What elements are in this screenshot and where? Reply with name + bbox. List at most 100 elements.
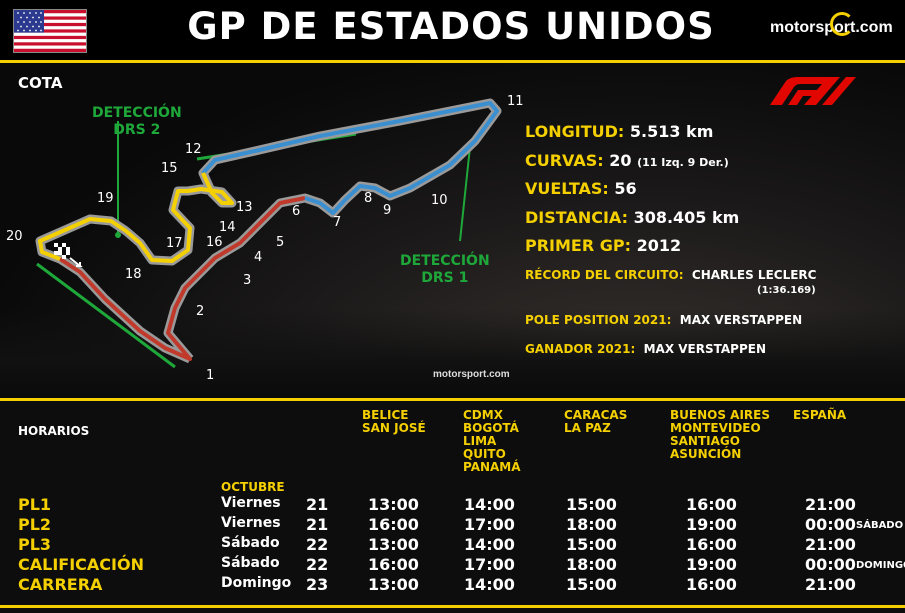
f1-logo-icon (770, 77, 856, 105)
info-value: CHARLES LECLERC (691, 268, 817, 282)
turn-label: 11 (507, 94, 524, 109)
session-date: 22 (306, 535, 329, 554)
time-cell: 13:00 (368, 575, 419, 594)
info-value: 20 (609, 151, 632, 170)
turn-label: 19 (97, 191, 114, 206)
session-name: PL1 (18, 495, 52, 514)
session-date: 23 (306, 575, 329, 594)
turn-label: 17 (166, 236, 183, 251)
info-value: 2012 (636, 236, 682, 255)
turn-label: 15 (161, 161, 178, 176)
table-row: CALIFICACIÓN Sábado 22 16:00 17:00 18:00… (0, 555, 905, 575)
checkered-flag-icon (54, 243, 70, 259)
turn-label: 8 (364, 191, 373, 206)
us-flag-icon (13, 9, 87, 53)
drs1-label: DETECCIÓN DRS 1 (400, 253, 490, 287)
turn-label: 7 (333, 215, 342, 230)
column-header: CARACAS LA PAZ (564, 408, 628, 435)
motorsport-logo: motorsport.com (770, 12, 893, 37)
info-pole: POLE POSITION 2021: MAX VERSTAPPEN (525, 313, 802, 327)
session-day: Viernes (221, 495, 281, 511)
time-cell: 14:00 (464, 495, 515, 514)
info-key: GANADOR 2021: (525, 342, 636, 356)
column-header: BUENOS AIRES MONTEVIDEO SANTIAGO ASUNCIÓN (670, 408, 770, 461)
info-value: 5.513 km (629, 122, 714, 141)
drs2-line2: DRS 2 (113, 122, 161, 138)
time-cell: 16:00 (368, 555, 419, 574)
day-suffix: SÁBADO (856, 520, 904, 531)
page-title: GP DE ESTADOS UNIDOS (187, 5, 715, 48)
turn-label: 6 (292, 204, 301, 219)
turn-label: 9 (383, 203, 392, 218)
info-value: MAX VERSTAPPEN (643, 342, 767, 356)
info-vueltas: VUELTAS: 56 (525, 179, 637, 198)
info-ganador: GANADOR 2021: MAX VERSTAPPEN (525, 342, 766, 356)
drs-zone-line (36, 262, 176, 369)
time-cell: 21:00 (805, 575, 856, 594)
session-name: CALIFICACIÓN (18, 555, 144, 574)
session-day: Sábado (221, 535, 280, 551)
turn-label: 18 (125, 267, 142, 282)
time-cell: 21:00 (805, 495, 856, 514)
time-cell: 00:00 (805, 515, 856, 534)
info-curvas: CURVAS: 20 (11 Izq. 9 Der.) (525, 151, 729, 170)
time-cell: 16:00 (686, 495, 737, 514)
info-value: 308.405 km (633, 208, 740, 227)
time-cell: 18:00 (566, 515, 617, 534)
time-cell: 15:00 (566, 535, 617, 554)
table-row: PL3 Sábado 22 13:00 14:00 15:00 16:00 21… (0, 535, 905, 555)
table-row: PL1 Viernes 21 13:00 14:00 15:00 16:00 2… (0, 495, 905, 515)
track-map (35, 98, 502, 369)
info-key: RÉCORD DEL CIRCUITO: (525, 268, 684, 282)
table-row: PL2 Viernes 21 16:00 17:00 18:00 19:00 0… (0, 515, 905, 535)
info-key: POLE POSITION 2021: (525, 313, 672, 327)
time-cell: 17:00 (464, 515, 515, 534)
session-day: Viernes (221, 515, 281, 531)
circuit-name: COTA (18, 74, 63, 92)
turn-label: 5 (276, 235, 285, 250)
drs2-line1: DETECCIÓN (92, 105, 182, 121)
info-note: (11 Izq. 9 Der.) (637, 156, 729, 169)
info-key: LONGITUD: (525, 122, 625, 141)
turn-label: 3 (243, 273, 252, 288)
drs1-line2: DRS 1 (421, 270, 469, 286)
info-primer-gp: PRIMER GP: 2012 (525, 236, 681, 255)
info-key: DISTANCIA: (525, 208, 628, 227)
session-day: Sábado (221, 555, 280, 571)
column-header: BELICE SAN JOSÉ (362, 408, 426, 435)
session-date: 22 (306, 555, 329, 574)
info-value: MAX VERSTAPPEN (679, 313, 803, 327)
divider (0, 398, 905, 401)
divider (0, 605, 905, 608)
drs-detection-line (459, 146, 471, 242)
time-cell: 19:00 (686, 555, 737, 574)
turn-label: 14 (219, 220, 236, 235)
column-header: ESPAÑA (793, 408, 847, 422)
info-distancia: DISTANCIA: 308.405 km (525, 208, 739, 227)
column-header: CDMX BOGOTÁ LIMA QUITO PANAMÁ (463, 408, 521, 474)
info-key: CURVAS: (525, 151, 604, 170)
time-cell: 14:00 (464, 535, 515, 554)
info-value: (1:36.169) (757, 285, 816, 296)
info-record: RÉCORD DEL CIRCUITO: CHARLES LECLERC (525, 268, 816, 282)
session-date: 21 (306, 495, 329, 514)
day-suffix: DOMINGO (856, 560, 905, 571)
time-cell: 15:00 (566, 575, 617, 594)
turn-label: 12 (185, 142, 202, 157)
track-panel: COTA DETECCIÓN DRS 2 DETECCIÓN DRS 1 (0, 63, 905, 398)
turn-label: 10 (431, 193, 448, 208)
time-cell: 00:00 (805, 555, 856, 574)
info-longitud: LONGITUD: 5.513 km (525, 122, 713, 141)
month-label: OCTUBRE (221, 480, 285, 494)
header: GP DE ESTADOS UNIDOS motorsport.com (0, 0, 905, 63)
time-cell: 13:00 (368, 535, 419, 554)
info-key: VUELTAS: (525, 179, 609, 198)
session-date: 21 (306, 515, 329, 534)
session-name: PL2 (18, 515, 52, 534)
time-cell: 18:00 (566, 555, 617, 574)
time-cell: 16:00 (686, 535, 737, 554)
time-cell: 15:00 (566, 495, 617, 514)
drs1-line1: DETECCIÓN (400, 253, 490, 269)
direction-arrow-icon (69, 257, 83, 267)
turn-label: 1 (206, 368, 215, 383)
